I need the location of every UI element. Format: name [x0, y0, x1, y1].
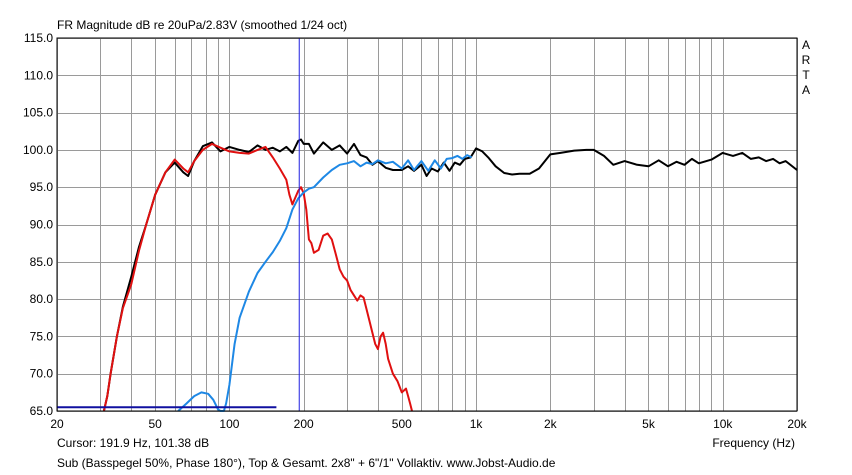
x-tick-label: 5k	[642, 417, 656, 431]
x-tick-label: 2k	[544, 417, 558, 431]
y-tick-label: 70.0	[30, 367, 54, 381]
x-tick-label: 50	[148, 417, 162, 431]
y-tick-label: 95.0	[30, 180, 54, 194]
arta-letter-1: A	[801, 38, 810, 52]
x-axis-label: Frequency (Hz)	[712, 436, 795, 450]
arta-letter-4: A	[801, 83, 810, 97]
cursor-readout: Cursor: 191.9 Hz, 101.38 dB	[57, 436, 210, 450]
y-tick-label: 100.0	[23, 143, 53, 157]
grid	[57, 38, 798, 412]
x-tick-label: 100	[219, 417, 239, 431]
x-tick-label: 500	[392, 417, 412, 431]
plot-frame	[56, 37, 798, 412]
y-tick-label: 110.0	[24, 68, 53, 82]
x-tick-label: 1k	[470, 417, 484, 431]
x-tick-label: 10k	[713, 417, 733, 431]
y-tick-label: 105.0	[23, 106, 53, 120]
y-tick-label: 80.0	[30, 292, 54, 306]
series-gesamt-line	[102, 138, 798, 412]
y-tick-label: 75.0	[30, 329, 54, 343]
x-tick-label: 200	[294, 417, 314, 431]
y-tick-label: 90.0	[30, 218, 54, 232]
x-tick-labels: 20 50 100 200 500 1k 2k 5k 10k 20k	[50, 417, 807, 431]
y-tick-label: 85.0	[30, 255, 54, 269]
x-tick-label: 20k	[787, 417, 807, 431]
series-top-line	[177, 154, 473, 412]
y-tick-label: 115.0	[24, 31, 53, 45]
y-tick-labels: 65.0 70.0 75.0 80.0 85.0 90.0 95.0 100.0 105.0 11…	[23, 31, 53, 418]
x-tick-label: 20	[50, 417, 64, 431]
chart-caption: Sub (Basspegel 50%, Phase 180°), Top & G…	[57, 456, 556, 470]
y-tick-label: 65.0	[30, 404, 54, 418]
arta-letter-3: T	[802, 68, 810, 82]
series-sub-line	[102, 142, 413, 412]
chart-title: FR Magnitude dB re 20uPa/2.83V (smoothed…	[57, 18, 348, 32]
arta-letter-2: R	[801, 53, 811, 67]
